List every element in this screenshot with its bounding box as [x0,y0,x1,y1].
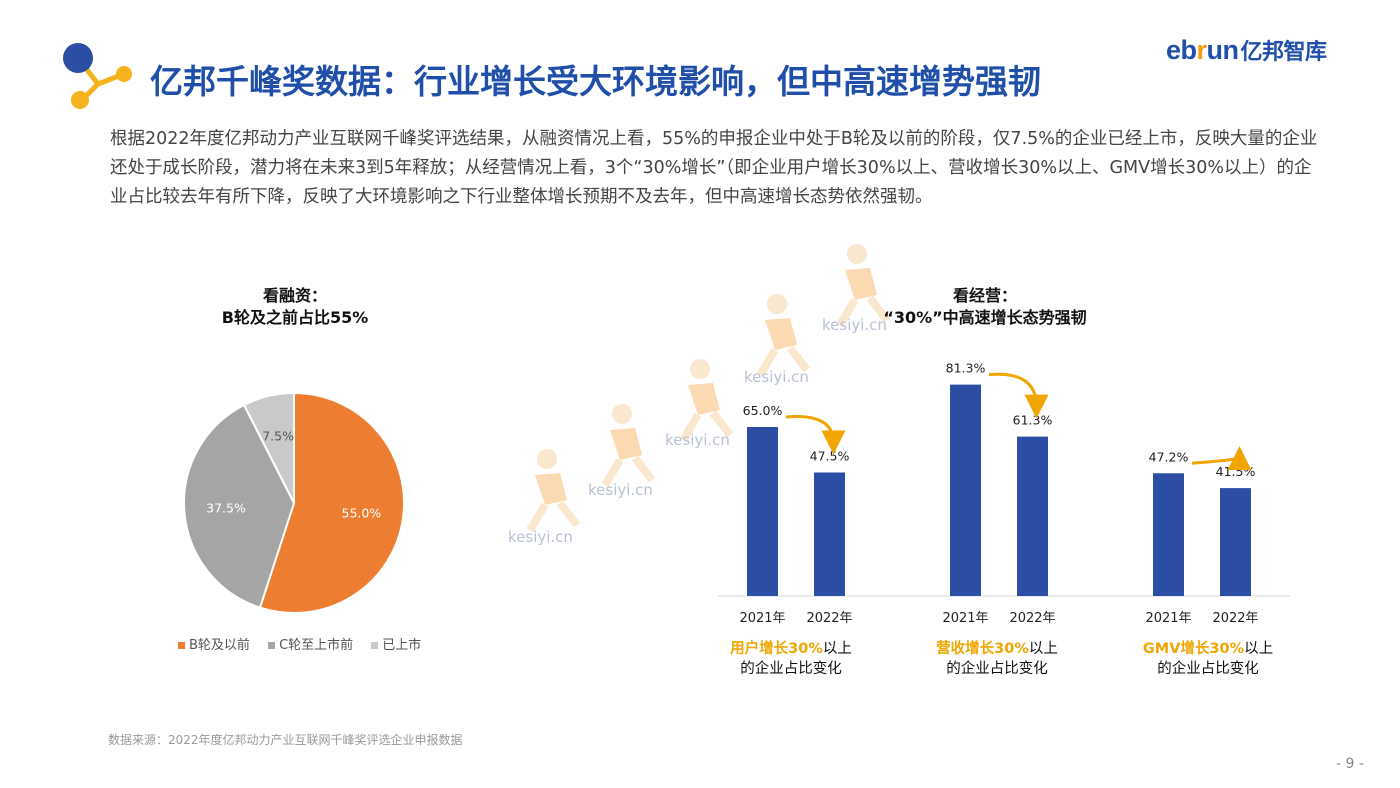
bar-data-label: 81.3% [946,361,986,376]
logo-mark-icon [63,43,132,109]
bar-title-line1: 看经营： [952,286,1017,305]
pie-title-line2: B轮及之前占比55% [221,308,369,327]
decline-arrow-icon [1191,446,1252,471]
legend-swatch-icon [268,642,276,649]
decline-arrow-icon [785,415,846,455]
brand-part1: eb [1166,35,1197,65]
caption-rest: 以上 [822,641,852,657]
page-title: 亿邦千峰奖数据：行业增长受大环境影响，但中高速增势强韧 [150,62,1041,101]
x-tick-label: 2021年 [739,611,785,626]
brand-part3: un [1206,35,1240,65]
data-source-note: 数据来源：2022年度亿邦动力产业互联网千峰奖评选企业申报数据 [108,733,463,747]
bar-group-caption: 用户增长30%以上 的企业占比变化 [716,639,866,679]
bar [747,427,778,596]
pie-slice [258,391,405,614]
page-number: - 9 - [1336,756,1364,772]
intro-paragraph: 根据2022年度亿邦动力产业互联网千峰奖评选结果，从融资情况上看，55%的申报企… [110,129,1318,207]
x-tick-label: 2021年 [942,611,988,626]
bar-group-caption: GMV增长30%以上 的企业占比变化 [1128,639,1288,679]
legend-item: B轮及以前 [178,634,250,653]
pie-slice [242,391,295,504]
caption-highlight: GMV增长30% [1142,641,1245,657]
legend-label: 已上市 [382,638,422,653]
caption-line2: 的企业占比变化 [1157,661,1259,677]
brand-cn: 亿邦智库 [1240,39,1328,64]
bar-group-caption: 营收增长30%以上 的企业占比变化 [922,639,1072,679]
bar [1017,436,1048,596]
bar-data-label: 65.0% [743,403,783,418]
caption-rest: 以上 [1244,641,1274,657]
pie-legend: B轮及以前 C轮至上市前 已上市 [178,634,435,653]
legend-swatch-icon [178,642,185,649]
pie-slice [183,403,296,609]
x-tick-label: 2022年 [1009,611,1055,626]
x-tick-label: 2022年 [806,611,852,626]
legend-item: C轮至上市前 [268,634,353,653]
brand-logo: ebrun亿邦智库 [1166,34,1327,66]
x-tick-label: 2022年 [1212,611,1258,626]
caption-line2: 的企业占比变化 [740,661,842,677]
caption-highlight: 营收增长30% [936,641,1029,657]
pie-data-label: 37.5% [206,500,246,515]
caption-highlight: 用户增长30% [730,641,823,657]
caption-line2: 的企业占比变化 [946,661,1048,677]
pie-data-label: 55.0% [342,506,382,521]
bar-data-label: 41.5% [1216,464,1256,479]
bar-chart-title: 看经营： “30%”中高速增长态势强韧 [840,285,1130,329]
decline-arrow-icon [988,372,1049,419]
pie-data-label: 7.5% [262,429,294,444]
bar [1153,473,1184,596]
brand-part2: r [1196,35,1208,65]
legend-label: B轮及以前 [189,638,250,653]
pie-chart-title: 看融资： B轮及之前占比55% [190,285,400,329]
bar-title-line2: “30%”中高速增长态势强韧 [883,308,1087,327]
bar [1220,488,1251,596]
bar-data-label: 61.3% [1013,413,1053,428]
x-tick-label: 2021年 [1145,611,1191,626]
bar [950,384,981,596]
legend-swatch-icon [371,642,379,649]
legend-item: 已上市 [371,634,421,653]
pie-title-line1: 看融资： [262,286,327,305]
bar-data-label: 47.2% [1149,449,1189,464]
caption-rest: 以上 [1028,641,1058,657]
legend-label: C轮至上市前 [279,638,354,653]
bar-data-label: 47.5% [810,449,850,464]
bar [814,472,845,596]
